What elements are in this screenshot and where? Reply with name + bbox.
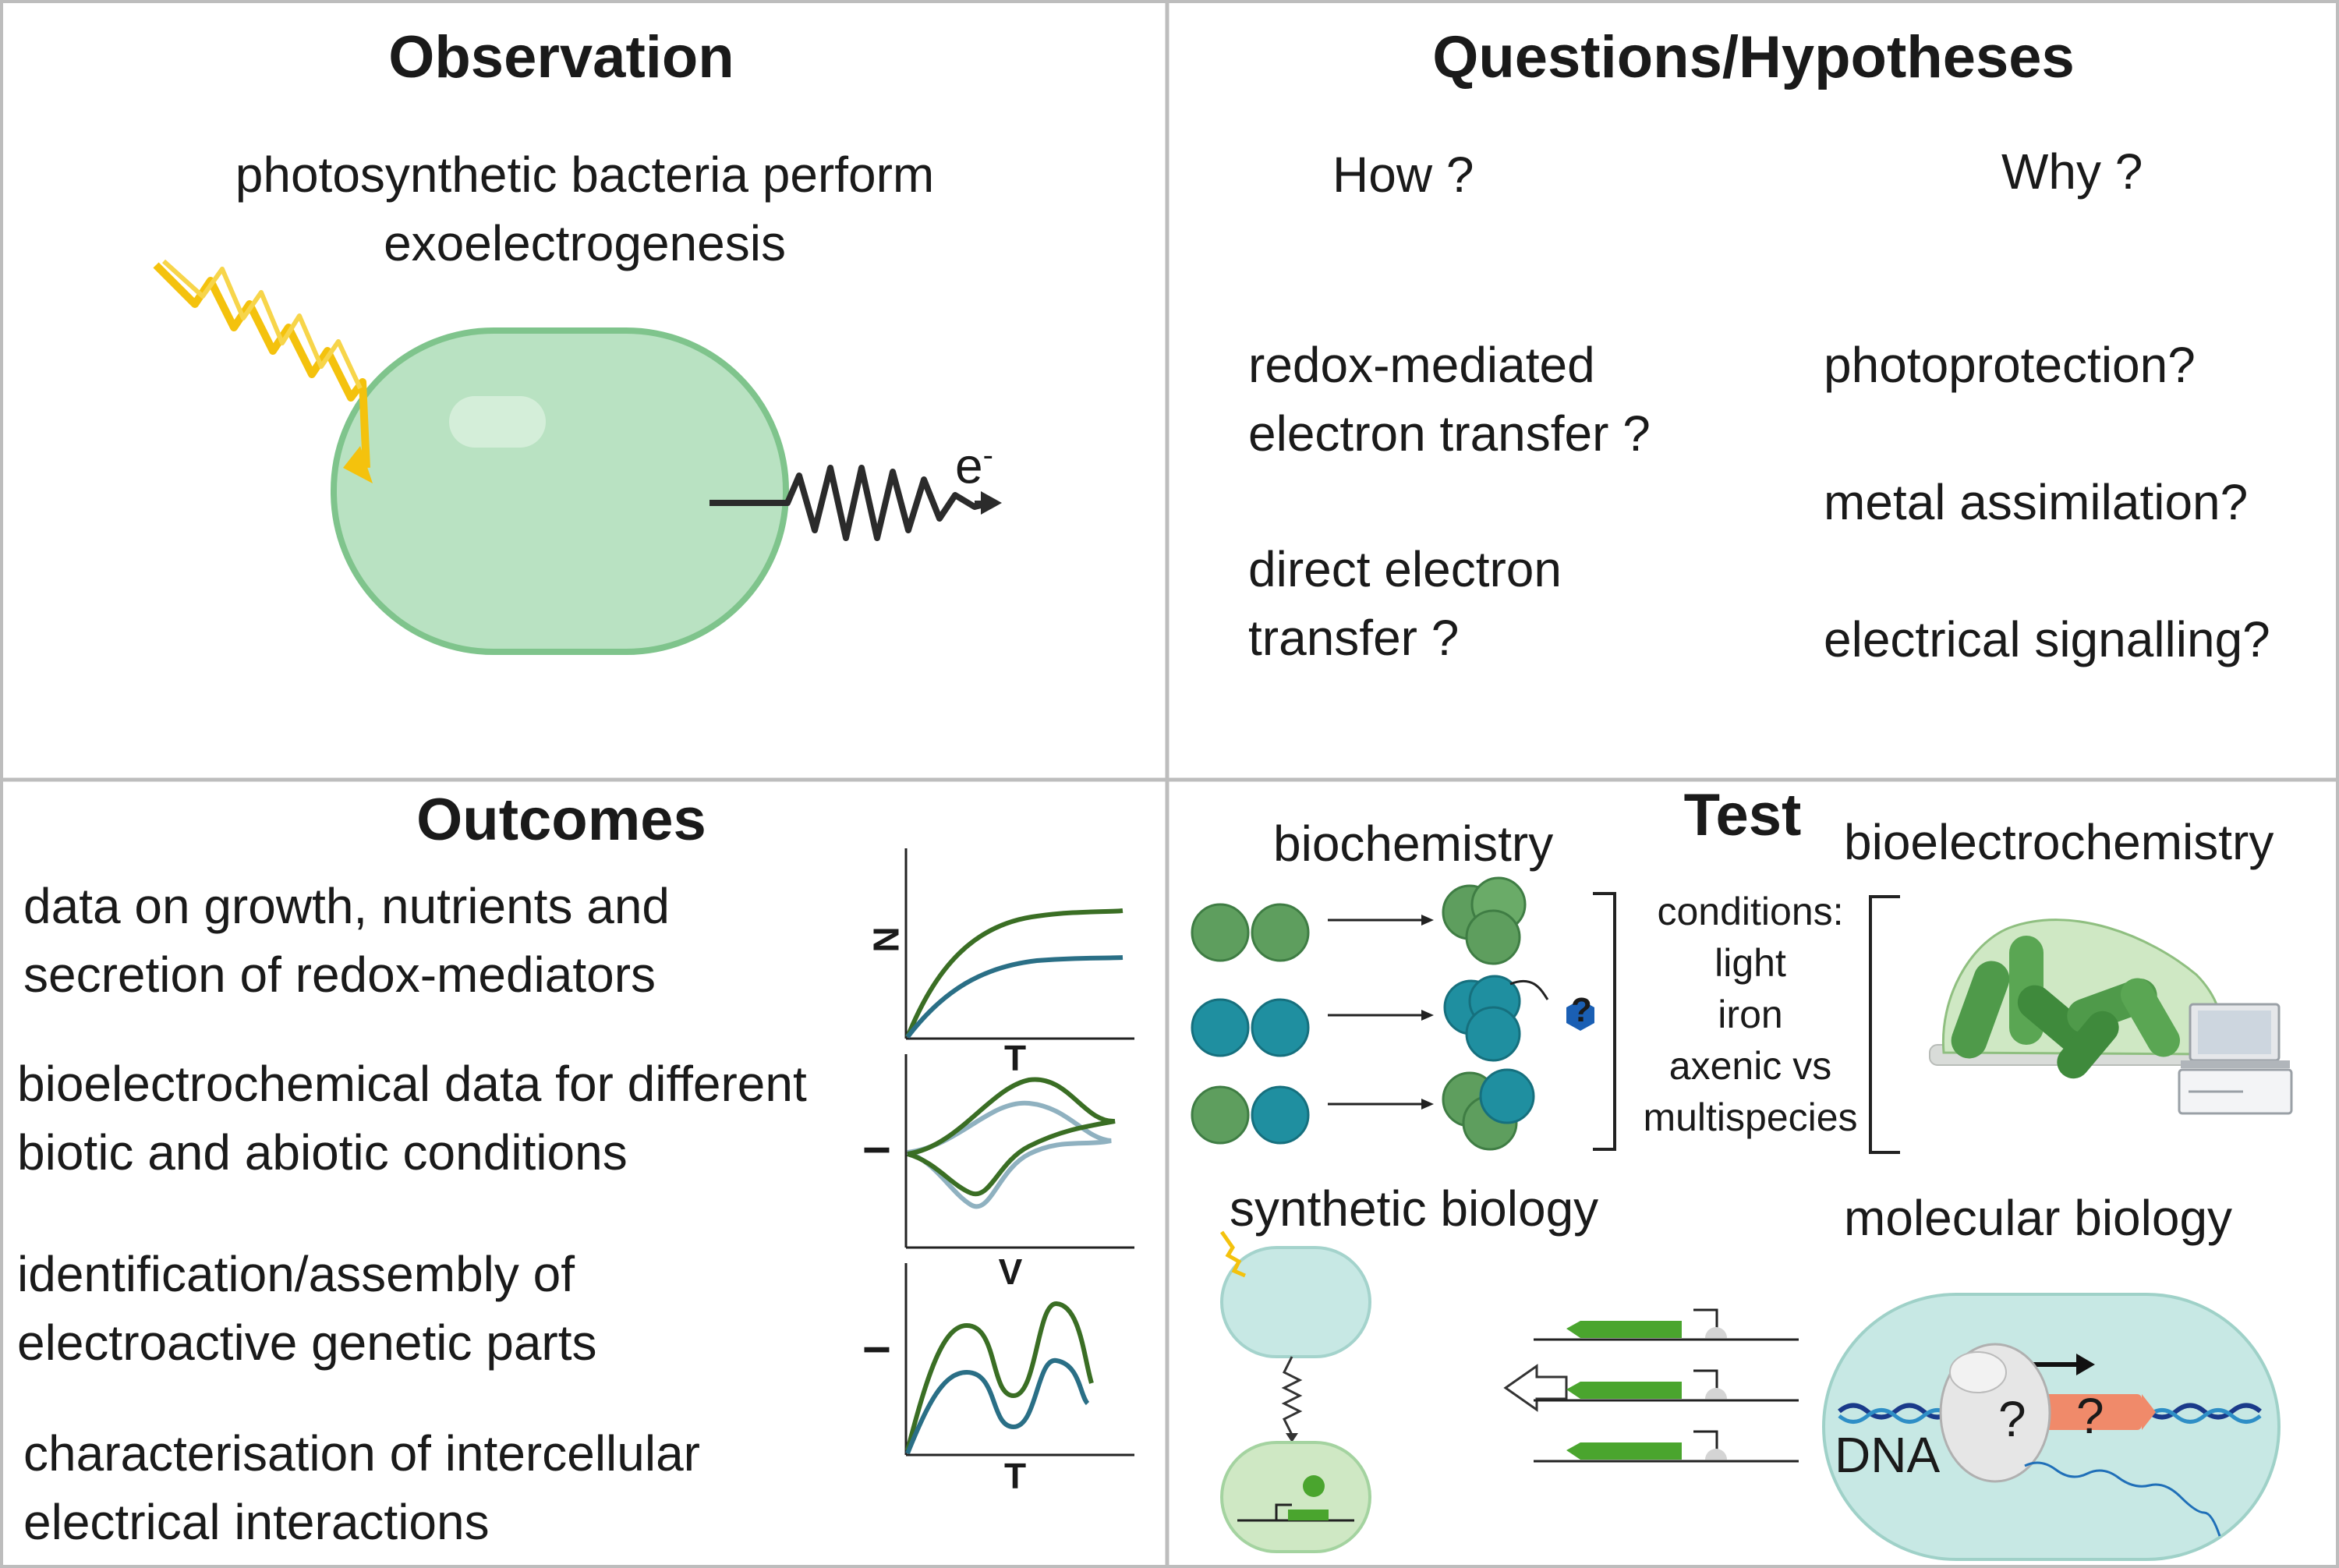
condition-iron: iron — [1718, 993, 1783, 1036]
outcome-item-1-line1: data on growth, nutrients and — [23, 878, 670, 934]
plot1-x-label: T — [1003, 1038, 1027, 1078]
cv-curve-dark — [907, 1077, 1116, 1197]
outcome-item-1-line2: secretion of redox-mediators — [23, 947, 656, 1003]
hollow-arrow-icon — [1503, 1364, 1568, 1412]
synthetic-biology-illustration — [1219, 1230, 1371, 1553]
how-heading: How ? — [1332, 147, 1474, 203]
biochem-row-3 — [1191, 1068, 1535, 1151]
outcome-item-4-line2: electrical interactions — [23, 1494, 490, 1550]
outcome-plots — [904, 848, 1134, 1457]
molecular-biology-label: molecular biology — [1844, 1190, 2233, 1246]
gene-construct-2 — [1534, 1369, 1799, 1402]
molecule-question-mark: ? — [1571, 991, 1592, 1029]
outcome-item-1: data on growth, nutrients and secretion … — [23, 872, 670, 1009]
gene-question-mark: ? — [2076, 1388, 2104, 1444]
synbio-protein-icon — [1303, 1475, 1325, 1497]
outcome-item-4-line1: characterisation of intercellular — [23, 1425, 700, 1481]
how-item-2: direct electron transfer ? — [1248, 535, 1562, 672]
condition-light: light — [1714, 941, 1786, 985]
gene-construct-1 — [1534, 1308, 1799, 1341]
synbio-light-icon — [1219, 1230, 1246, 1278]
bacterium-cell — [331, 327, 789, 655]
plot1-y-label: N — [865, 926, 907, 953]
observation-text-line2: exoelectrogenesis — [384, 215, 786, 271]
left-bracket — [1593, 892, 1616, 1151]
cv-plot — [904, 1054, 1134, 1249]
how-item-2-line2: transfer ? — [1248, 610, 1460, 666]
current-curve-teal — [905, 1357, 1090, 1455]
light-wave-icon — [153, 259, 373, 483]
observation-illustration — [153, 259, 1002, 655]
condition-multispecies: multispecies — [1643, 1095, 1858, 1139]
questions-title: Questions/Hypotheses — [1432, 24, 2075, 90]
test-panel: Test biochemistry bioelectrochemistry co… — [1167, 780, 2339, 1568]
outcome-item-3-line1: identification/assembly of — [17, 1246, 575, 1302]
molecular-biology-illustration — [1822, 1293, 2281, 1561]
growth-curve-teal — [905, 955, 1123, 1039]
biochem-row-2 — [1191, 975, 1594, 1062]
why-heading: Why ? — [2001, 143, 2143, 200]
synthetic-biology-label: synthetic biology — [1230, 1180, 1599, 1237]
questions-panel: Questions/Hypotheses How ? Why ? redox-m… — [1167, 0, 2339, 780]
conditions-list: conditions: light iron axenic vs multisp… — [1643, 886, 1857, 1143]
electron-label: e- — [955, 421, 993, 500]
current-curve-green — [905, 1301, 1094, 1451]
synbio-cell-top — [1220, 1246, 1371, 1358]
observation-text-line1: photosynthetic bacteria perform — [235, 147, 935, 203]
biochem-row-1 — [1191, 876, 1527, 965]
electron-charge: - — [982, 438, 993, 473]
how-item-1-line1: redox-mediated — [1248, 337, 1595, 393]
synbio-wire — [1281, 1356, 1303, 1435]
biochemistry-label: biochemistry — [1273, 816, 1554, 872]
rna-polymerase-icon — [1939, 1343, 2051, 1483]
unknown-molecule-icon — [1566, 1000, 1594, 1031]
outcomes-panel: Outcomes data on growth, nutrients and s… — [0, 780, 1167, 1568]
outcome-item-2: bioelectrochemical data for different bi… — [17, 1049, 807, 1187]
growth-plot — [904, 848, 1134, 1040]
cell-highlight — [449, 396, 546, 448]
mrna-strand — [2024, 1461, 2221, 1537]
laptop-potentiostat-icon — [2178, 1003, 2293, 1115]
outcome-item-4: characterisation of intercellular electr… — [23, 1419, 700, 1556]
outcome-item-2-line1: bioelectrochemical data for different — [17, 1056, 807, 1112]
test-illustration — [1191, 876, 2293, 1561]
condition-header: conditions: — [1657, 890, 1844, 933]
synbio-cell-bottom — [1220, 1441, 1371, 1553]
cv-curve-light — [906, 1100, 1112, 1209]
outcome-item-3-line2: electroactive genetic parts — [17, 1315, 597, 1371]
rnap-question-mark: ? — [1998, 1391, 2026, 1447]
observation-title: Observation — [388, 24, 734, 90]
how-item-1-line2: electron transfer ? — [1248, 405, 1651, 462]
test-title: Test — [1683, 782, 1802, 848]
condition-axenic: axenic vs — [1668, 1044, 1832, 1088]
orange-gene — [2040, 1394, 2142, 1430]
growth-curve-green — [905, 908, 1123, 1039]
why-item-3: electrical signalling? — [1824, 611, 2270, 667]
how-item-2-line1: direct electron — [1248, 541, 1562, 597]
observation-panel: Observation photosynthetic bacteria perf… — [0, 0, 1167, 780]
outcome-item-2-line2: biotic and abiotic conditions — [17, 1124, 628, 1180]
gene-constructs — [1534, 1308, 1799, 1463]
electron-wave-icon — [709, 465, 1002, 541]
plot2-x-label: V — [998, 1251, 1023, 1292]
dna-label: DNA — [1835, 1427, 1941, 1483]
plot2-y-label: I — [856, 1145, 897, 1156]
gene-construct-3 — [1534, 1430, 1799, 1463]
right-bracket — [1869, 895, 1900, 1154]
biofilm-illustration — [1929, 919, 2250, 1079]
plot3-y-label: I — [856, 1344, 897, 1355]
outcomes-title: Outcomes — [416, 787, 706, 853]
why-item-1: photoprotection? — [1824, 337, 2196, 393]
how-item-1: redox-mediated electron transfer ? — [1248, 331, 1651, 468]
current-time-plot — [904, 1263, 1134, 1457]
bioelectrochemistry-label: bioelectrochemistry — [1844, 814, 2274, 870]
why-item-2: metal assimilation? — [1824, 474, 2249, 530]
electron-symbol: e — [955, 437, 983, 494]
outcome-item-3: identification/assembly of electroactive… — [17, 1240, 597, 1377]
plot3-x-label: T — [1003, 1456, 1027, 1496]
